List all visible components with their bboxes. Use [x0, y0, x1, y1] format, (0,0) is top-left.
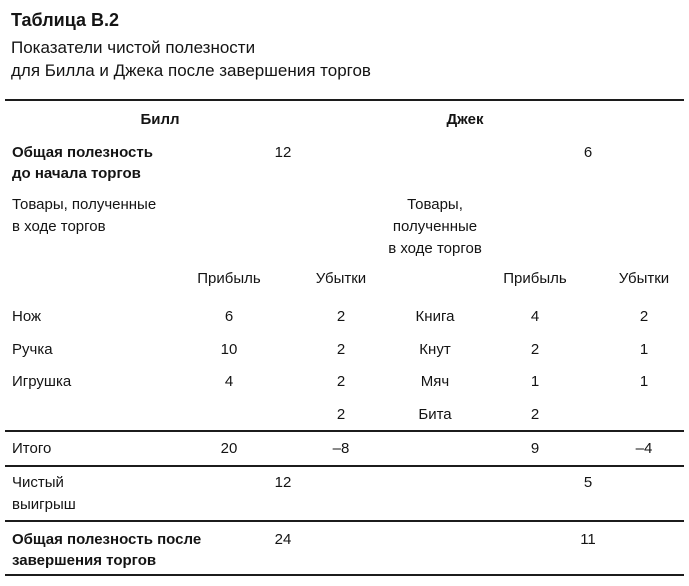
cell-jack-gain: 4 [530, 308, 540, 325]
net-gain-row: Чистый 12 5 [0, 473, 689, 495]
subheader-bill-loss: Убытки [315, 270, 367, 287]
total-label: Итого [12, 440, 52, 457]
cell-jack-gain: 1 [530, 373, 540, 390]
row-initial-utility-line2: до начала торгов [0, 164, 689, 186]
cell-bill-item: Ручка [12, 341, 53, 358]
final-utility-label-line2: завершения торгов [12, 552, 157, 569]
cell-jack-loss: 1 [639, 373, 649, 390]
total-bill-loss: –8 [332, 440, 350, 457]
net-gain-label-line2: выигрыш [12, 496, 76, 513]
table-row: 2 Бита 2 [0, 405, 689, 427]
net-gain-bill-value: 12 [274, 474, 292, 491]
cell-jack-gain: 2 [530, 406, 540, 423]
final-utility-bill-value: 24 [274, 531, 292, 548]
cell-bill-loss: 2 [336, 308, 346, 325]
cell-jack-item: Мяч [420, 373, 450, 390]
total-row: Итого 20 –8 9 –4 [0, 439, 689, 461]
cell-jack-item: Книга [415, 308, 455, 325]
cell-jack-item: Бита [418, 406, 452, 423]
header-jack: Джек [446, 111, 484, 128]
goods-jack-label-line3: в ходе торгов [388, 240, 482, 257]
cell-bill-loss: 2 [336, 373, 346, 390]
final-utility-label-line1: Общая полезность после [12, 531, 202, 548]
header-row: Билл Джек [0, 110, 689, 132]
subheader-row: Прибыль Убытки Прибыль Убытки [0, 269, 689, 291]
header-bill: Билл [140, 111, 180, 128]
cell-bill-gain: 6 [224, 308, 234, 325]
rule-above-net-gain [5, 465, 684, 467]
net-gain-label-line1: Чистый [12, 474, 64, 491]
cell-bill-loss: 2 [336, 406, 346, 423]
total-bill-gain: 20 [220, 440, 238, 457]
rule-above-total [5, 430, 684, 432]
row-initial-utility: Общая полезность 12 6 [0, 143, 689, 165]
goods-jack-label-line2: полученные [392, 218, 478, 235]
cell-bill-gain: 10 [220, 341, 238, 358]
table-row: Ручка 10 2 Кнут 2 1 [0, 340, 689, 362]
final-utility-row: Общая полезность после 24 11 [0, 530, 689, 552]
final-utility-row-line2: завершения торгов [0, 551, 689, 573]
initial-utility-label-line2: до начала торгов [12, 165, 141, 182]
subheader-jack-loss: Убытки [618, 270, 670, 287]
net-gain-row-line2: выигрыш [0, 495, 689, 517]
cell-bill-item: Игрушка [12, 373, 72, 390]
net-gain-jack-value: 5 [583, 474, 593, 491]
goods-bill-label-line2: в ходе торгов [12, 218, 106, 235]
subheader-jack-gain: Прибыль [503, 270, 567, 287]
cell-jack-loss: 1 [639, 341, 649, 358]
total-jack-loss: –4 [635, 440, 653, 457]
cell-jack-gain: 2 [530, 341, 540, 358]
table-number: Таблица В.2 [11, 10, 120, 30]
cell-jack-item: Кнут [419, 341, 451, 358]
initial-utility-jack-value: 6 [583, 144, 593, 161]
goods-bill-label-line1: Товары, полученные [12, 196, 157, 213]
total-jack-gain: 9 [530, 440, 540, 457]
subheader-bill-gain: Прибыль [197, 270, 261, 287]
cell-bill-loss: 2 [336, 341, 346, 358]
rule-above-final [5, 520, 684, 522]
cell-bill-item: Нож [12, 308, 42, 325]
table-row: Нож 6 2 Книга 4 2 [0, 307, 689, 329]
cell-jack-loss: 2 [639, 308, 649, 325]
rule-top [5, 99, 684, 101]
final-utility-jack-value: 11 [580, 531, 596, 548]
table-subtitle-line1: Показатели чистой полезности [11, 38, 256, 57]
initial-utility-label-line1: Общая полезность [12, 144, 153, 161]
initial-utility-bill-value: 12 [274, 144, 292, 161]
table-row: Игрушка 4 2 Мяч 1 1 [0, 372, 689, 394]
table-subtitle-line2: для Билла и Джека после завершения торго… [11, 61, 371, 80]
rule-bottom [5, 574, 684, 576]
goods-jack-label-line1: Товары, [407, 196, 463, 213]
cell-bill-gain: 4 [224, 373, 234, 390]
